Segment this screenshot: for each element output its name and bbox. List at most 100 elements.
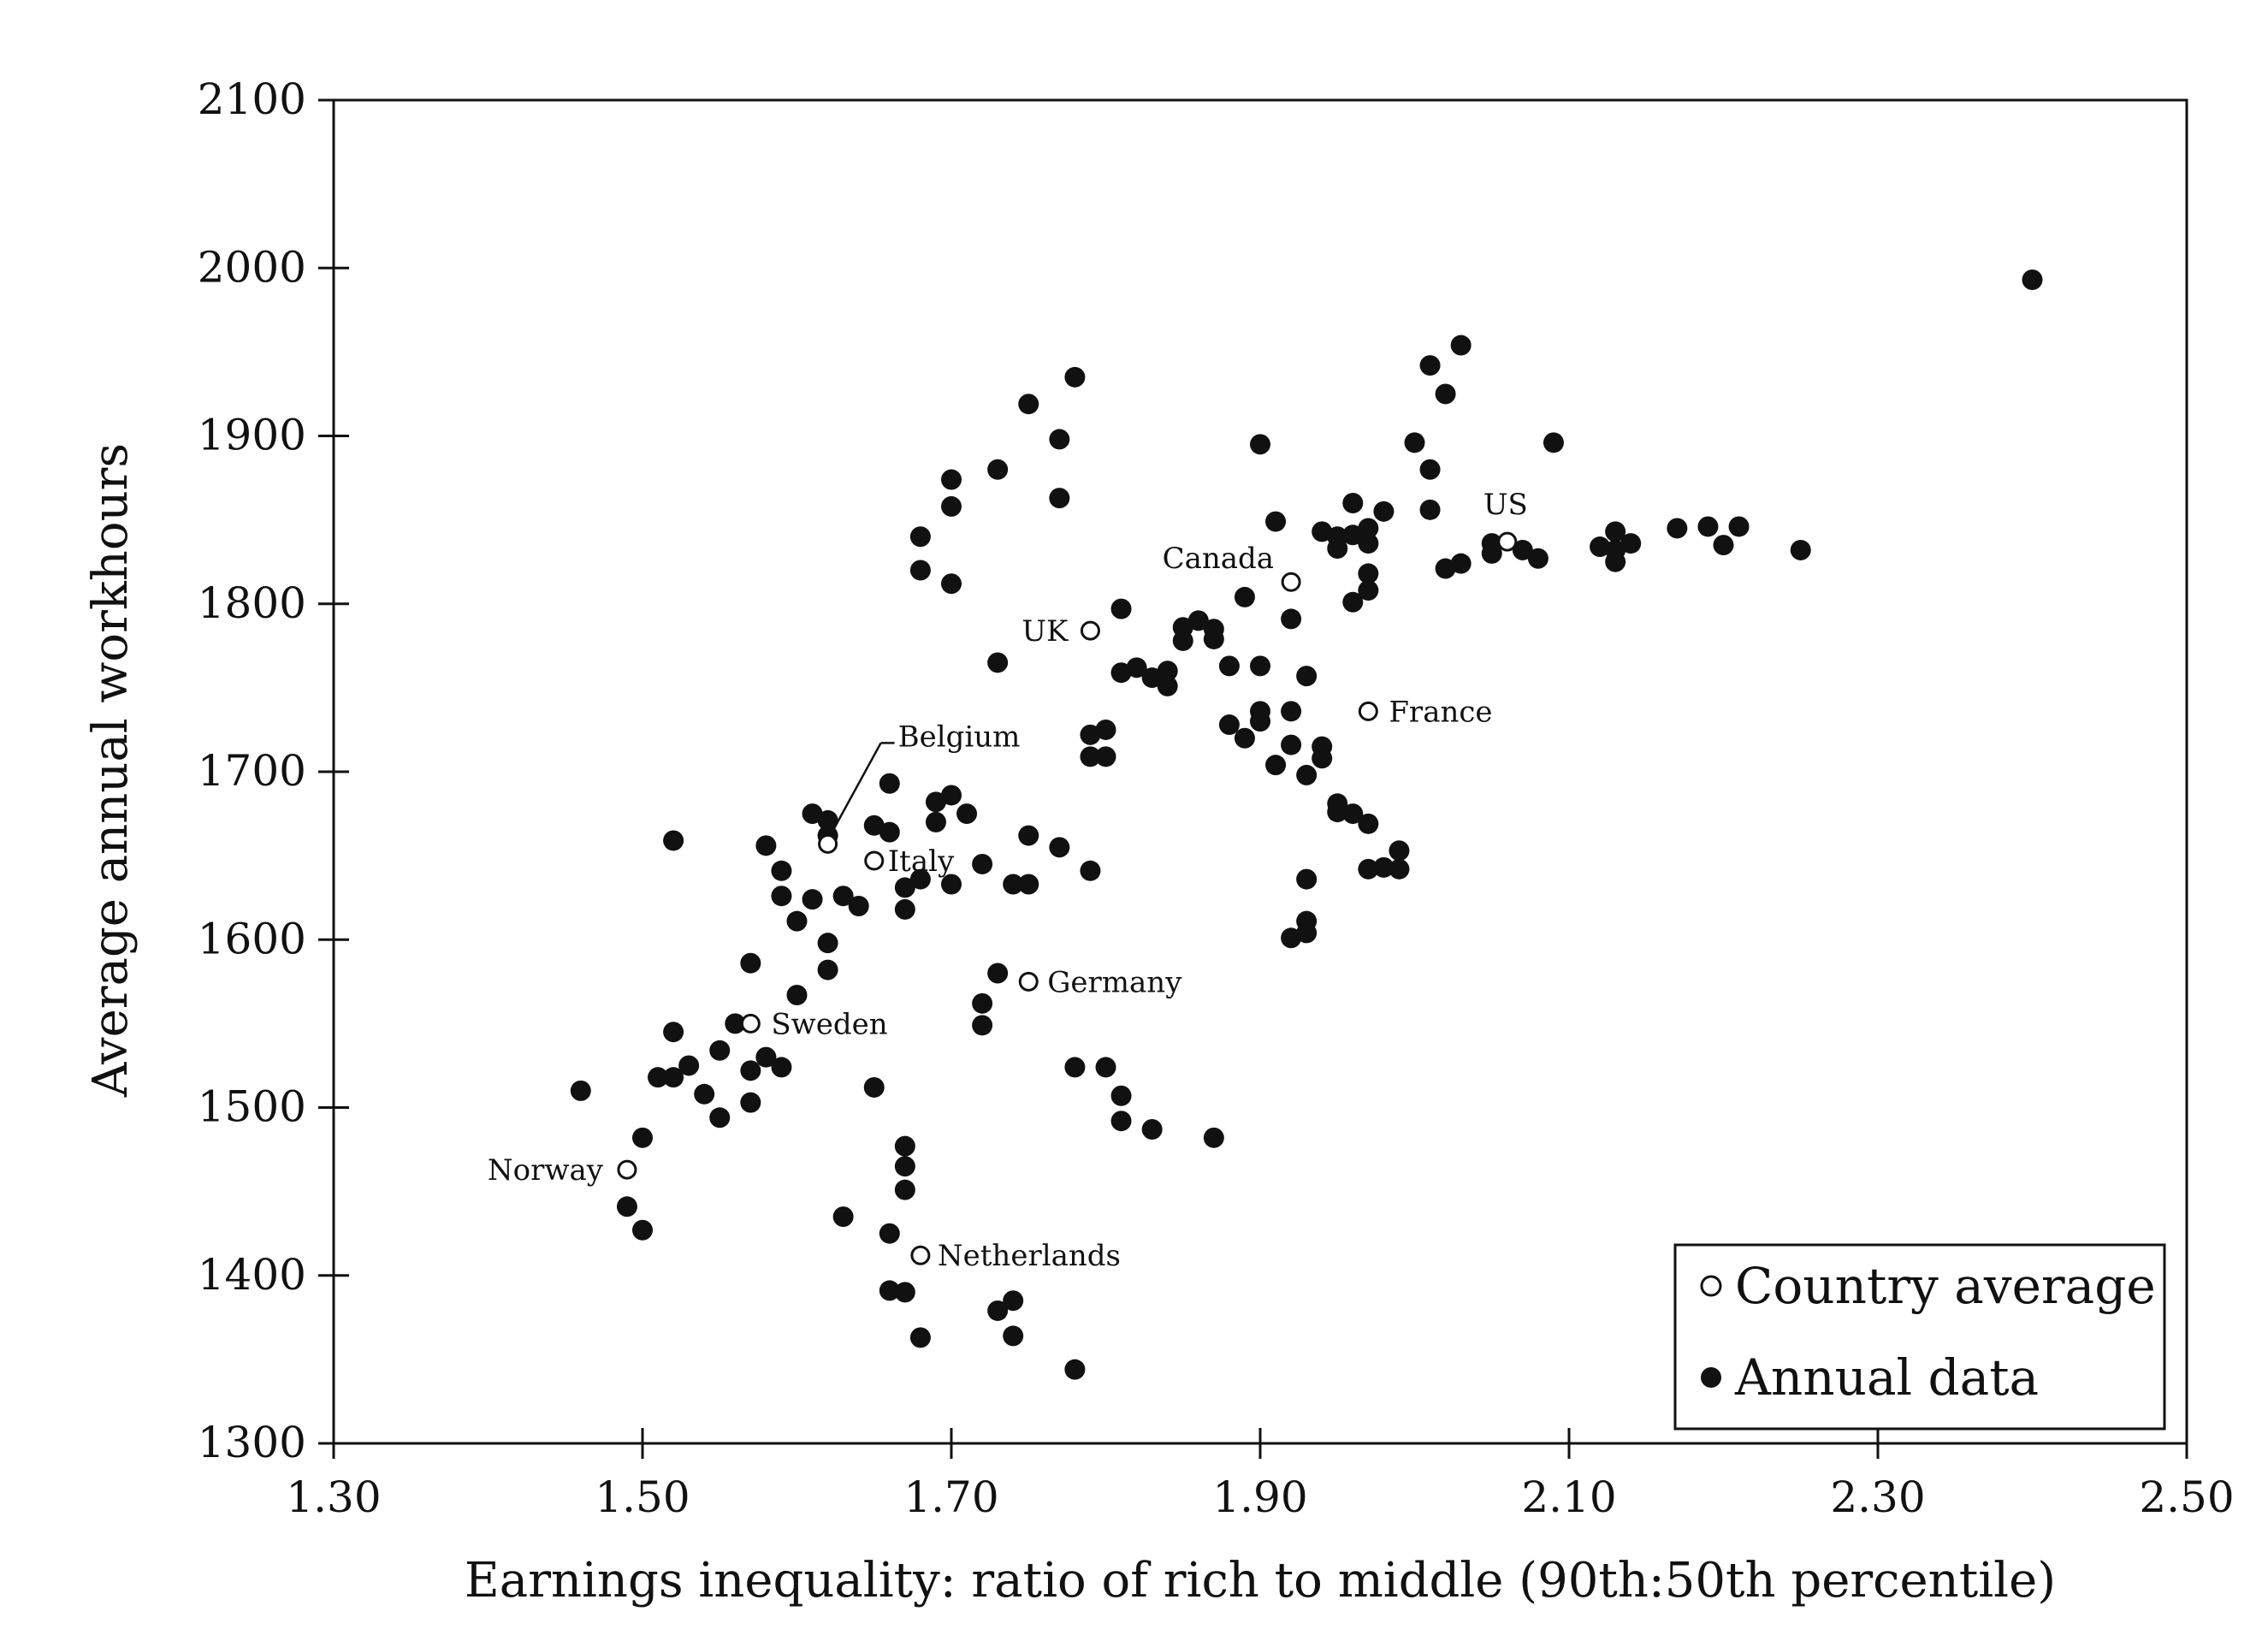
annual-data-point <box>709 1107 731 1129</box>
annual-data-point <box>1018 874 1039 895</box>
annual-data-point <box>972 992 993 1014</box>
annual-data-point <box>1667 518 1688 539</box>
annual-data-point <box>909 526 931 548</box>
annual-data-point <box>987 1300 1009 1321</box>
annual-data-point <box>1620 533 1642 554</box>
country-label: Canada <box>1163 542 1275 576</box>
annual-data-point <box>1358 563 1379 584</box>
annual-data-point <box>909 1327 931 1348</box>
annual-data-point <box>1234 727 1255 749</box>
annual-data-point <box>894 1179 915 1200</box>
annual-data-point <box>894 898 915 920</box>
annual-data-point <box>925 811 946 832</box>
annual-data-point <box>1296 764 1318 785</box>
annual-data-point <box>1095 719 1116 740</box>
country-labels: Norway Sweden Belgium Italy Netherlands Germa… <box>488 488 1528 1273</box>
country-label: Germany <box>1047 965 1182 999</box>
annual-data-point <box>694 1083 715 1105</box>
annual-data-point <box>1110 598 1132 619</box>
annual-data-point <box>1265 755 1287 776</box>
annual-data-point <box>1095 746 1116 767</box>
annual-data-point <box>1697 516 1719 537</box>
annual-data-point <box>1358 813 1379 834</box>
annual-data-point <box>1327 802 1348 823</box>
annual-data-point <box>1512 539 1533 560</box>
annual-data-point <box>1281 734 1302 755</box>
annual-data-point <box>894 1156 915 1177</box>
country-average-point <box>864 850 885 871</box>
y-tick-label: 1800 <box>198 578 306 628</box>
x-tick-label: 2.10 <box>1521 1472 1616 1522</box>
annual-data-point <box>1064 366 1086 388</box>
annual-data-point <box>1373 856 1395 878</box>
legend-open-circle-icon <box>1700 1275 1722 1297</box>
annual-data-point <box>1187 610 1209 631</box>
x-axis: 1.30 1.50 1.70 1.90 2.10 2.30 2.50 <box>286 1428 2235 1522</box>
y-axis: 1300 1400 1500 1600 1700 1800 1900 2000 2100 <box>198 74 349 1467</box>
annual-data-point <box>663 1022 684 1043</box>
annual-data-point <box>1110 1111 1132 1132</box>
legend-label-annual-data: Annual data <box>1734 1348 2039 1407</box>
annual-data-point <box>1234 586 1255 607</box>
annual-data-point <box>725 1013 746 1034</box>
annual-data-point <box>1018 825 1039 846</box>
x-tick-label: 1.30 <box>286 1472 381 1522</box>
annual-data-point <box>863 815 885 836</box>
annual-data-point <box>1312 736 1333 757</box>
annual-data-point <box>1080 746 1101 767</box>
annual-data-point <box>1250 655 1270 677</box>
annual-data-point <box>1126 657 1147 678</box>
annual-data-point <box>1281 608 1302 630</box>
annual-data-point <box>1080 724 1101 745</box>
annual-data-point <box>1358 533 1379 554</box>
y-tick-label: 1400 <box>198 1250 306 1300</box>
annual-data-point <box>2022 269 2043 290</box>
annual-data-point <box>863 1076 885 1098</box>
annual-data-point <box>941 469 962 490</box>
annual-data-point <box>1358 858 1379 880</box>
data-points <box>570 269 2043 1380</box>
annual-data-point <box>1527 548 1549 569</box>
annual-data-point <box>1064 1057 1086 1078</box>
annual-data-point <box>1419 499 1441 520</box>
annual-data-point <box>570 1080 591 1101</box>
x-tick-label: 2.50 <box>2139 1472 2234 1522</box>
annual-data-point <box>1281 927 1302 949</box>
annual-data-point <box>1450 335 1472 356</box>
annual-data-point <box>909 868 931 890</box>
y-axis-title: Average annual workhours <box>83 443 139 1098</box>
annual-data-point <box>1419 459 1441 480</box>
y-tick-label: 1700 <box>198 746 306 796</box>
annual-data-point <box>925 791 946 813</box>
annual-data-point <box>956 803 978 825</box>
annual-data-point <box>1713 535 1734 556</box>
country-average-point <box>910 1245 931 1265</box>
annual-data-point <box>848 896 869 916</box>
annual-data-point <box>832 1206 854 1228</box>
annual-data-point <box>1450 553 1472 574</box>
annual-data-point <box>1296 922 1318 944</box>
annual-data-point <box>771 860 792 881</box>
annual-data-point <box>1003 1290 1024 1312</box>
annual-data-point <box>740 1060 761 1081</box>
annual-data-point <box>616 1196 637 1217</box>
annual-data-point <box>941 874 962 895</box>
annual-data-point <box>1419 355 1441 376</box>
annual-data-point <box>1250 711 1270 732</box>
annual-data-point <box>941 495 962 517</box>
annual-data-point <box>802 803 823 825</box>
x-tick-label: 1.50 <box>595 1472 690 1522</box>
annual-data-point <box>1342 803 1364 825</box>
y-tick-label: 2000 <box>198 242 306 292</box>
country-average-point <box>1497 531 1518 552</box>
annual-data-point <box>771 1057 792 1078</box>
annual-data-point <box>632 1127 653 1148</box>
annual-data-point <box>894 1282 915 1303</box>
country-label: Italy <box>888 844 955 879</box>
annual-data-point <box>941 573 962 595</box>
annual-data-point <box>1141 1119 1163 1140</box>
annual-data-point <box>1342 591 1364 613</box>
annual-data-point <box>1281 701 1302 722</box>
y-tick-label: 1500 <box>198 1082 306 1132</box>
country-average-point <box>1018 971 1039 992</box>
